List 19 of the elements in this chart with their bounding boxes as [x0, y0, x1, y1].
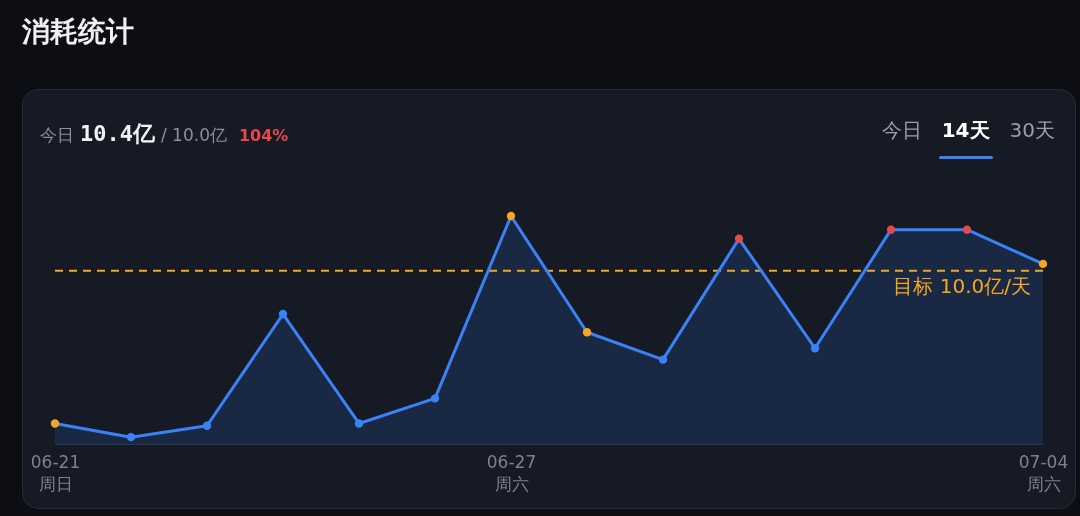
x-tick-label: 07-04 周六	[1018, 451, 1069, 494]
x-tick-label: 06-27 周六	[486, 451, 537, 494]
text: / 10.0亿	[160, 124, 227, 147]
point	[582, 328, 592, 337]
ref-line-label: 目标 10.0亿/天	[893, 273, 1031, 298]
text: 14天	[941, 117, 990, 144]
text: 104%	[238, 126, 289, 145]
text: 今日	[881, 117, 922, 144]
chart-title: 消耗统计	[22, 14, 134, 50]
point	[506, 211, 516, 221]
text: 10.4亿	[80, 120, 155, 148]
text: 30天	[1009, 117, 1055, 144]
point	[886, 225, 896, 234]
point	[734, 234, 744, 243]
x-tick-label: 06-21 周日	[30, 451, 81, 494]
text: 今日	[40, 124, 74, 147]
point	[1038, 259, 1048, 269]
point	[962, 225, 972, 234]
point	[50, 419, 60, 428]
